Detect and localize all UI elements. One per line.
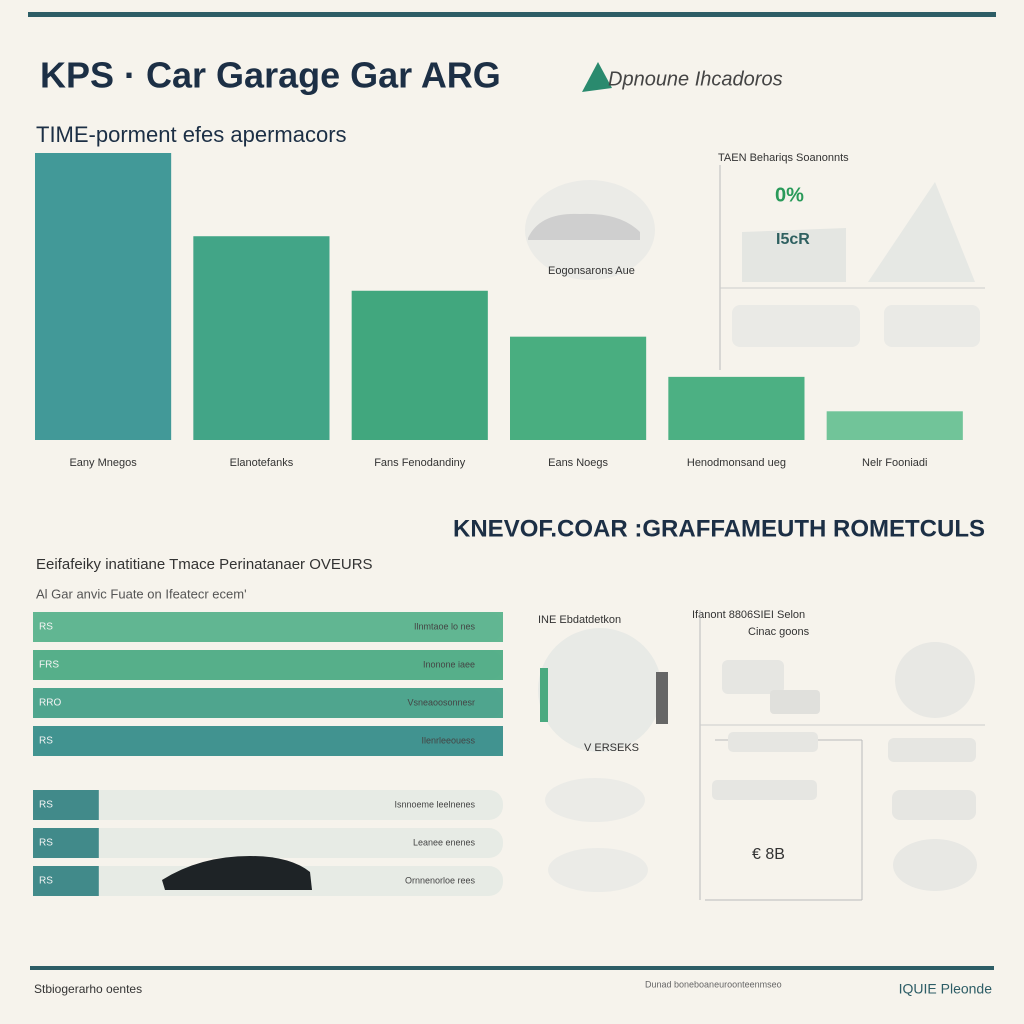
panel-title: INE Ebdatdetkon — [538, 614, 621, 626]
panel-card — [712, 780, 817, 800]
gauge-accent — [540, 668, 548, 722]
bar-annotation: Ornnenorloe rees — [405, 875, 476, 885]
y-tick-label: RS — [39, 736, 53, 747]
chart-title: Eeifafeiky inatitiane Tmace Perinatanaer… — [36, 556, 373, 573]
gauge — [538, 628, 662, 752]
y-tick-label: RS — [39, 622, 53, 633]
y-tick-label: RS — [39, 838, 53, 849]
panel-value: I5cR — [776, 231, 810, 248]
logo-icon — [582, 62, 612, 92]
panel-title: TAEN Behariqs Soanonnts — [718, 152, 849, 164]
y-tick-label: RRO — [39, 698, 61, 709]
title: KPS · Car Garage Gar ARG — [40, 55, 501, 96]
gauge-accent — [656, 672, 668, 724]
bar — [33, 650, 503, 680]
panel-percent: 0% — [775, 184, 804, 206]
chart-subtitle: Al Gar anvic Fuate on Ifeatecr ecem' — [36, 586, 247, 601]
panel-shape — [868, 182, 975, 282]
panel-blob — [548, 848, 648, 892]
panel-card — [884, 305, 980, 347]
bar-annotation: Vsneaoosonnesr — [407, 697, 475, 707]
bar-annotation: Isnnoeme leelnenes — [394, 799, 475, 809]
bar — [33, 726, 503, 756]
bar-annotation: Leanee enenes — [413, 837, 476, 847]
car-caption: Eogonsarons Aue — [548, 265, 635, 277]
footer-left: Stbiogerarho oentes — [34, 982, 142, 996]
bar — [193, 236, 330, 440]
bar — [33, 688, 503, 718]
x-tick-label: Eans Noegs — [548, 457, 608, 469]
panel-blob — [895, 642, 975, 718]
panel-card — [742, 228, 846, 282]
panel-caption: V ERSEKS — [584, 742, 639, 754]
chart-title: TIME-porment efes apermacors — [36, 122, 347, 147]
bar-annotation: Inonone iaee — [423, 659, 475, 669]
bar — [33, 828, 99, 858]
section-title: KNEVOF.COAR :GRAFFAMEUTH ROMETCULS — [453, 515, 985, 542]
top-rule — [28, 12, 996, 17]
panel-card — [892, 790, 976, 820]
x-tick-label: Elanotefanks — [230, 457, 294, 469]
footer-right: IQUIE Pleonde — [899, 981, 993, 997]
panel-blob — [893, 839, 977, 891]
bar — [33, 866, 99, 896]
y-tick-label: FRS — [39, 660, 59, 671]
panel-blob — [545, 778, 645, 822]
bar — [33, 790, 99, 820]
y-tick-label: RS — [39, 876, 53, 887]
panel-card — [732, 305, 860, 347]
panel-card — [728, 732, 818, 752]
panel-card — [888, 738, 976, 762]
x-tick-label: Fans Fenodandiny — [374, 457, 466, 469]
y-tick-label: RS — [39, 800, 53, 811]
panel-title: Ifanont 8806SIEI Selon — [692, 609, 805, 621]
bar — [33, 612, 503, 642]
panel-subtitle: Cinac goons — [748, 626, 810, 638]
bar — [35, 153, 172, 440]
x-tick-label: Nelr Fooniadi — [862, 457, 927, 469]
bar — [351, 290, 488, 440]
bottom-rule — [30, 966, 994, 970]
footer-center: Dunad boneboaneuroonteenmseo — [645, 979, 782, 989]
car-sketch — [528, 213, 640, 240]
panel-card — [722, 660, 784, 694]
panel-card — [770, 690, 820, 714]
bar-annotation: Ilenrleeouess — [421, 735, 475, 745]
bar-track — [33, 828, 503, 858]
bar — [668, 376, 805, 440]
bar-annotation: Ilnmtaoe lo nes — [414, 621, 476, 631]
x-tick-label: Henodmonsand ueg — [687, 457, 786, 469]
panel-value: € 8B — [752, 846, 785, 863]
bar — [826, 411, 963, 440]
bar-track — [33, 790, 503, 820]
x-tick-label: Eany Mnegos — [69, 457, 137, 469]
car-illustration — [162, 856, 312, 890]
logo-text: Dpnoune Ihcadoros — [608, 68, 783, 90]
bar — [510, 336, 647, 440]
